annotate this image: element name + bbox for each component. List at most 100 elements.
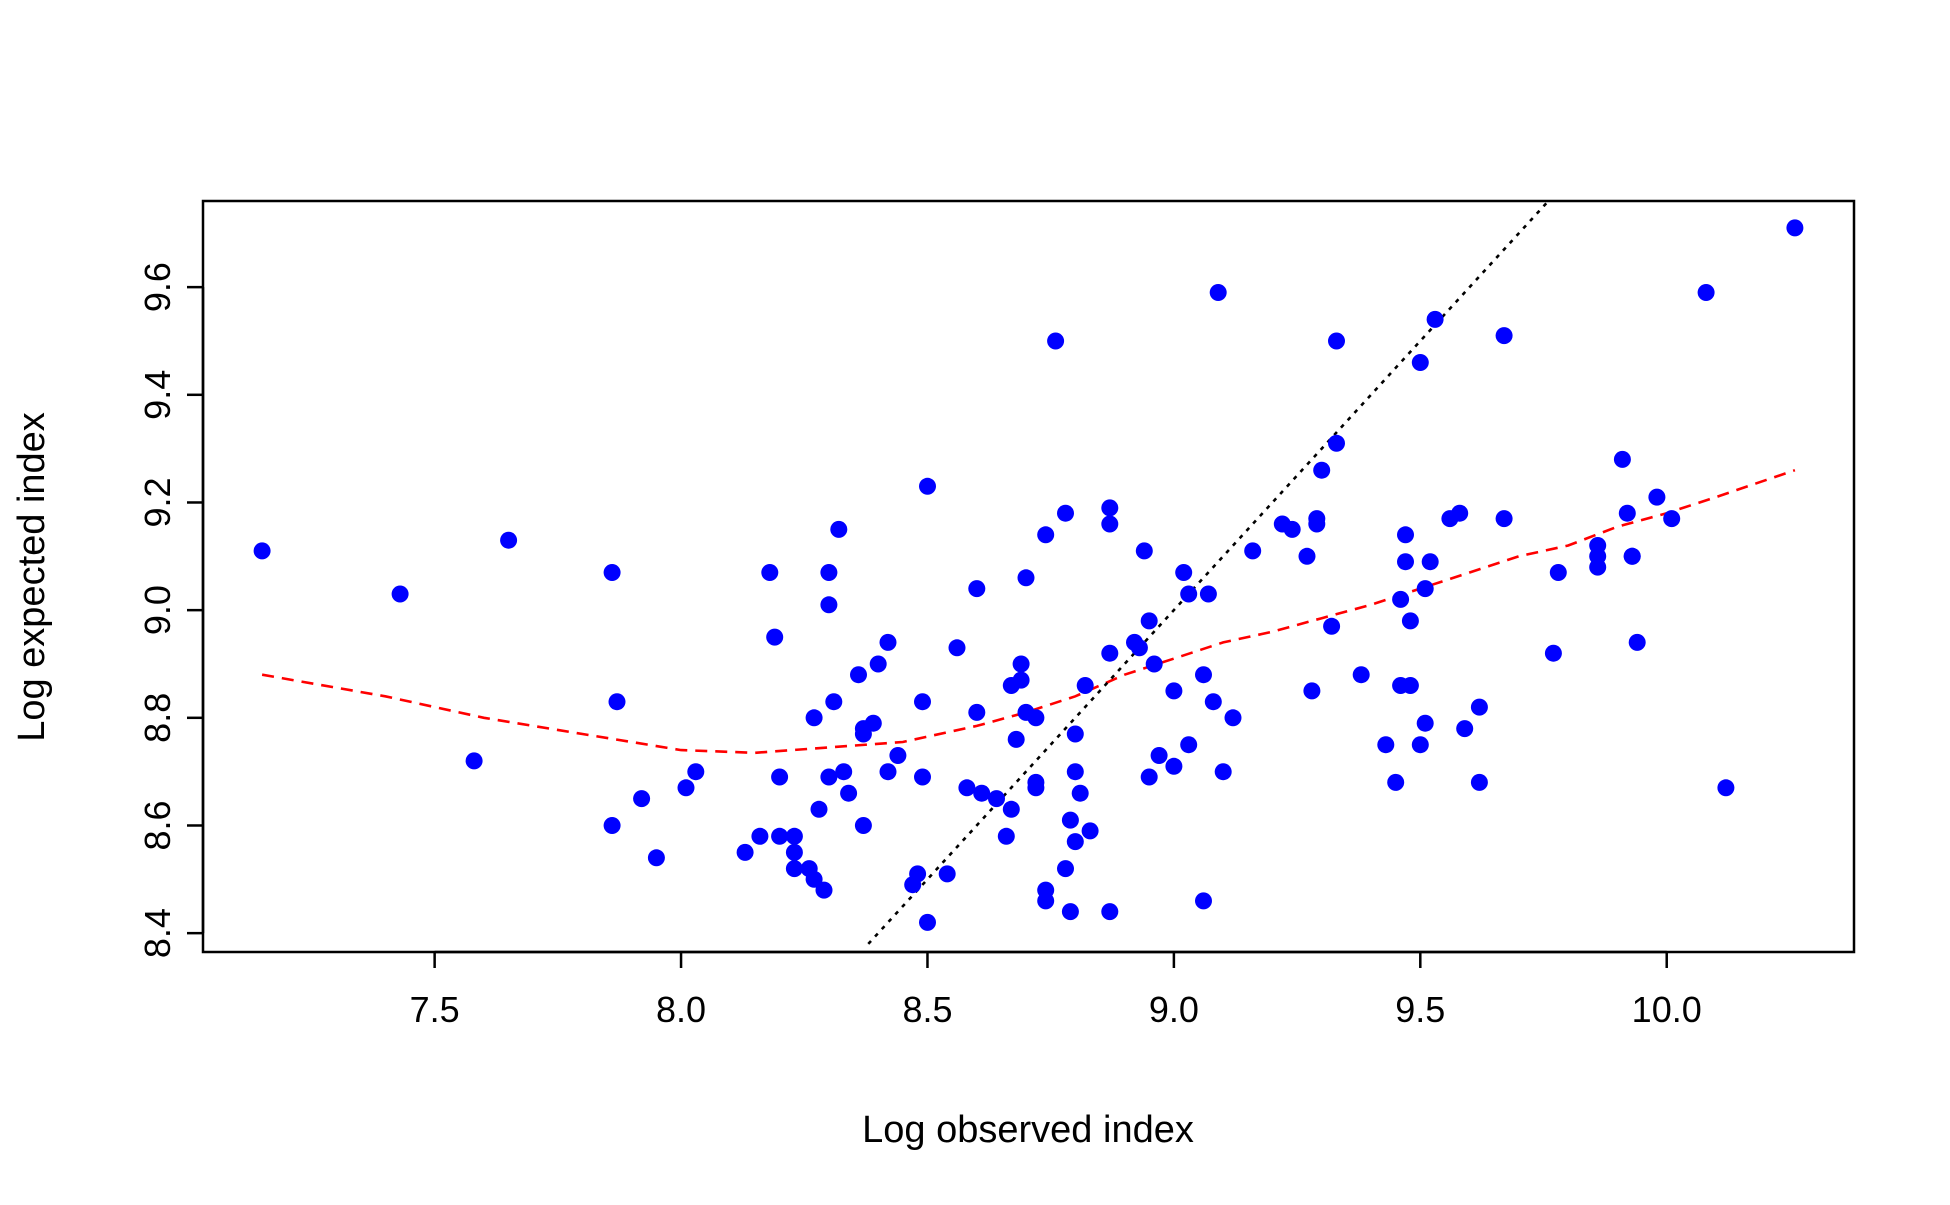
data-point [1076,677,1094,694]
data-point [1618,504,1636,522]
x-tick-label: 8.5 [902,989,952,1030]
data-point [1214,763,1232,781]
data-point [1037,526,1055,544]
data-point [1387,773,1405,791]
data-point [1416,714,1434,732]
data-point [1401,612,1419,630]
data-point [889,747,907,764]
data-point [1323,617,1341,635]
data-point [687,763,705,781]
data-point [500,531,518,549]
data-point [815,881,833,899]
data-point [1697,284,1715,301]
y-axis: 8.4 8.6 8.8 9.0 9.2 9.4 9.6 [137,262,205,958]
data-point [997,827,1015,845]
data-point [869,655,887,673]
data-point [919,477,936,495]
data-point [761,564,779,581]
data-point [1244,542,1262,560]
data-point [1002,800,1020,818]
y-tick-label: 8.8 [137,693,178,743]
data-point [1195,666,1212,684]
data-point [1663,510,1681,528]
data-point [766,628,784,646]
data-point [1101,515,1119,533]
data-point [1470,773,1488,791]
data-point [820,596,838,614]
points-layer [253,219,1804,931]
data-point [1061,903,1079,921]
data-point [988,790,1005,808]
data-point [1101,499,1119,517]
data-point [820,564,838,581]
data-point [1101,644,1119,662]
data-point [785,843,803,861]
data-point [1613,450,1631,468]
data-point [1411,736,1429,754]
data-point [1411,354,1429,371]
data-point [1140,768,1158,786]
data-point [1623,547,1641,565]
y-axis-title: Log expected index [11,412,53,742]
x-axis: 7.5 8.0 8.5 9.0 9.5 10.0 [410,950,1702,1030]
data-point [1066,763,1084,781]
x-tick-label: 9.0 [1149,989,1199,1030]
data-point [914,768,931,786]
data-point [1451,504,1469,522]
data-point [879,763,897,781]
data-point [864,714,882,732]
data-point [1180,736,1198,754]
data-point [465,752,483,770]
data-point [1495,327,1513,345]
data-point [1047,332,1065,350]
data-point [830,520,848,538]
data-point [253,542,271,560]
y-tick-label: 9.0 [137,585,178,635]
data-point [1061,811,1079,829]
data-point [1066,833,1084,851]
data-point [1470,698,1488,716]
x-tick-label: 7.5 [410,989,460,1030]
data-point [1081,822,1099,840]
data-point [825,693,843,711]
data-point [1180,585,1198,603]
data-point [391,585,409,603]
data-point [1549,564,1567,581]
data-point [1017,569,1035,587]
y-tick-label: 8.6 [137,800,178,850]
data-point [603,564,621,581]
data-point [1224,709,1242,727]
data-point [1140,612,1158,630]
data-point [1397,526,1414,544]
lines-layer [261,201,1796,945]
data-point [771,768,789,786]
data-point [1101,903,1119,921]
data-point [973,784,991,802]
data-point [1786,219,1804,237]
data-point [1401,677,1419,694]
data-point [840,784,858,802]
data-point [1130,639,1148,657]
data-point [1303,682,1321,700]
data-point [810,800,828,818]
data-point [677,779,695,797]
data-point [1377,736,1395,754]
data-point [608,693,626,711]
data-point [805,870,823,888]
data-point [1495,510,1513,528]
data-point [785,827,803,845]
data-point [1066,725,1084,743]
data-point [1392,590,1410,608]
data-point [1426,310,1444,328]
y-tick-label: 9.6 [137,262,178,312]
data-point [938,865,956,883]
data-point [1071,784,1089,802]
data-point [854,817,872,834]
data-point [1328,332,1345,350]
data-point [785,860,803,878]
data-point [1007,730,1025,748]
data-point [948,639,966,657]
data-point [909,865,927,883]
data-point [1057,504,1074,522]
